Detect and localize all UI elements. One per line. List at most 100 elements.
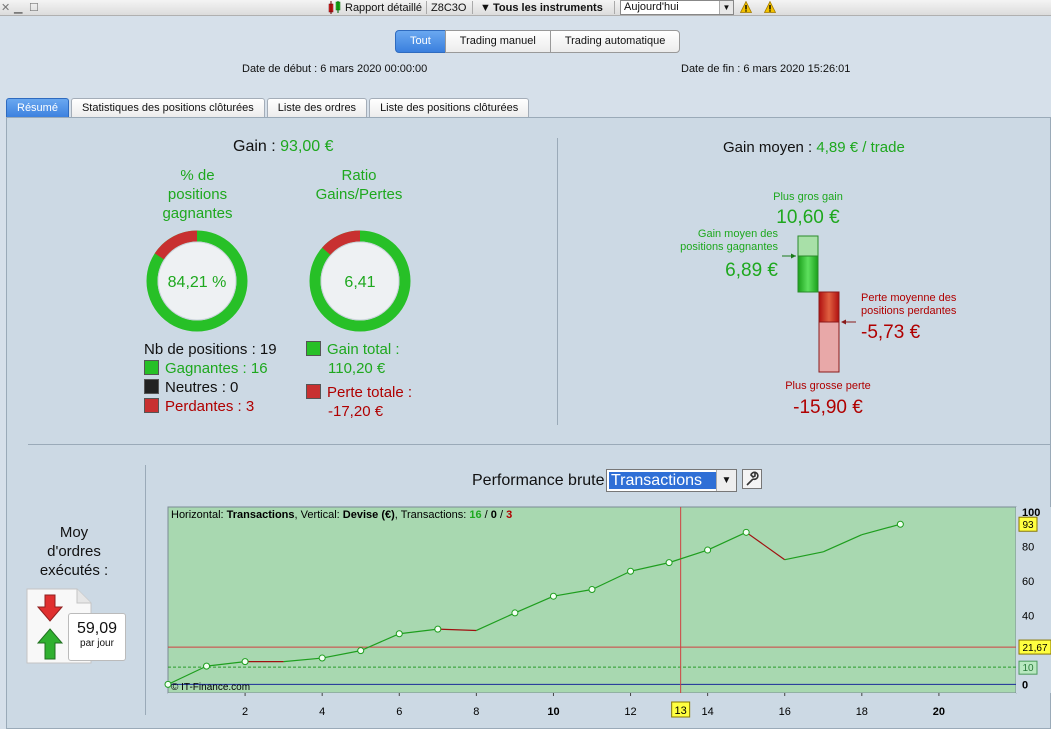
tab-closed-positions-list[interactable]: Liste des positions clôturées [369,98,530,118]
instruments-dropdown-arrow-icon[interactable]: ▼ [480,2,491,14]
series-gain-segment [553,588,593,597]
gain-loss-bar-diagram [782,235,856,373]
reference-value-box [1018,639,1051,655]
chart-header-mid: , Vertical: [295,509,343,521]
mode-all-button[interactable]: Tout [395,30,446,53]
y-tick-label: 60 [1022,576,1034,588]
x-tick-label: 16 [779,706,791,718]
avg-losing-label-line: Perte moyenne des [861,292,957,304]
account-label[interactable]: Z8C3O [431,2,467,14]
biggest-loss-bar [818,321,840,373]
donut-loss-arc [154,230,198,260]
orders-per-day-value: 59,09 [76,620,118,637]
data-point [665,559,673,567]
sell-arrow-icon [36,594,64,622]
series-gain-segment [707,531,747,551]
biggest-gain-label: Plus gros gain [773,191,843,203]
period-select-value: Aujourd'hui [624,1,679,13]
mode-manual-button[interactable]: Trading manuel [444,30,551,53]
ratio-title-line: Ratio [341,167,377,184]
series-gain-segment [206,661,246,667]
x-tick-label: 6 [396,706,402,718]
gain-total: Gain total : 110,20 € [306,340,400,378]
last-value-label: 93 [1022,520,1034,531]
warning-icon[interactable] [740,1,752,13]
chart-header: Horizontal: Transactions, Vertical: Devi… [171,509,512,521]
chart-header-losses: 3 [506,509,512,521]
orders-per-day-unit: par jour [80,638,114,649]
ratio-title-line: Gains/Pertes [315,186,403,203]
vertical-divider [145,465,146,715]
end-date-label: Date de fin : 6 mars 2020 15:26:01 [681,63,851,75]
period-select[interactable]: Aujourd'hui ▼ [620,0,734,15]
ratio-donut: 6,41 [309,230,411,332]
series-gain-segment [283,657,323,663]
orders-title-line: Moy [59,524,89,541]
win-rate-donut: 84,21 % [146,230,248,332]
y-tick-label: 40 [1022,611,1034,623]
series-gain-segment [360,633,400,652]
tab-closed-positions-stats[interactable]: Statistiques des positions clôturées [70,98,265,118]
average-value-label: 10 [1022,663,1034,674]
chevron-down-icon[interactable]: ▼ [716,470,736,491]
positions-count: Nb de positions : 19 [144,341,277,358]
start-date-label: Date de début : 6 mars 2020 00:00:00 [242,63,428,75]
avg-winning-value: 6,89 € [725,260,778,281]
series-gain-segment [668,549,708,564]
series-gain-segment [167,665,207,685]
average-gain: Gain moyen : 4,89 € / trade [723,139,905,156]
close-icon[interactable]: ✕ [1,2,11,14]
series-gain-segment [514,595,554,614]
x-tick-label: 2 [242,706,248,718]
losing-positions: Perdantes : 3 [144,397,277,416]
gain-total-value: 110,20 € [328,360,386,377]
maximize-icon[interactable]: ☐ [29,2,39,14]
y-tick-label: 80 [1022,542,1034,554]
data-point [511,609,519,617]
series-gain-segment [322,650,361,659]
series-gain-segment [784,551,824,561]
data-point [896,520,904,528]
warning-icon[interactable] [764,1,776,13]
black-square-icon [144,379,159,394]
series-gain-segment [476,612,516,632]
green-square-icon [144,360,159,375]
mode-automatic-button[interactable]: Trading automatique [549,30,681,53]
tab-summary[interactable]: Résumé [6,98,69,118]
gain-label: Gain : [233,138,276,155]
tab-orders-list[interactable]: Liste des ordres [266,98,368,118]
instruments-selector[interactable]: Tous les instruments [493,2,603,14]
red-square-icon [144,398,159,413]
avg-winning-label-line: positions gagnantes [680,241,778,253]
series-loss-segment [437,628,477,632]
positions-breakdown: Nb de positions : 19 Gagnantes : 16 Neut… [144,340,277,416]
average-value-box [1018,660,1038,675]
series-gain-segment [630,562,670,572]
gain-value: 93,00 € [280,138,334,155]
performance-selector[interactable]: Transactions ▼ [606,469,737,492]
cursor-x-label-box [671,701,691,718]
separator [426,1,427,14]
gain-total-label: Gain total : [327,341,400,358]
win-rate-title: % de positions gagnantes [140,166,255,223]
data-point [203,662,211,670]
performance-title: Performance brute [472,472,605,489]
buy-arrow-icon [36,628,64,660]
x-tick-label: 12 [624,706,636,718]
ratio-title: Ratio Gains/Pertes [300,166,418,204]
chevron-down-icon[interactable]: ▼ [719,1,733,14]
plot-area[interactable] [167,506,1017,694]
ratio-value: 6,41 [344,274,375,291]
loss-total-value: -17,20 € [328,403,384,420]
series-loss-segment [745,531,786,561]
loss-total-label: Perte totale : [327,384,413,401]
avg-winning-label-line: Gain moyen des [697,228,778,240]
data-point [318,654,326,662]
neutral-positions-label: Neutres : 0 [165,379,239,396]
minimize-icon[interactable]: ▁ [14,2,23,14]
wrench-icon[interactable] [742,469,762,489]
detailed-report-label[interactable]: Rapport détaillé [345,2,423,14]
data-point [704,546,712,554]
mode-segmented-control: Tout Trading manuel Trading automatique [395,30,681,53]
report-tabs: Résumé Statistiques des positions clôtur… [6,98,531,118]
